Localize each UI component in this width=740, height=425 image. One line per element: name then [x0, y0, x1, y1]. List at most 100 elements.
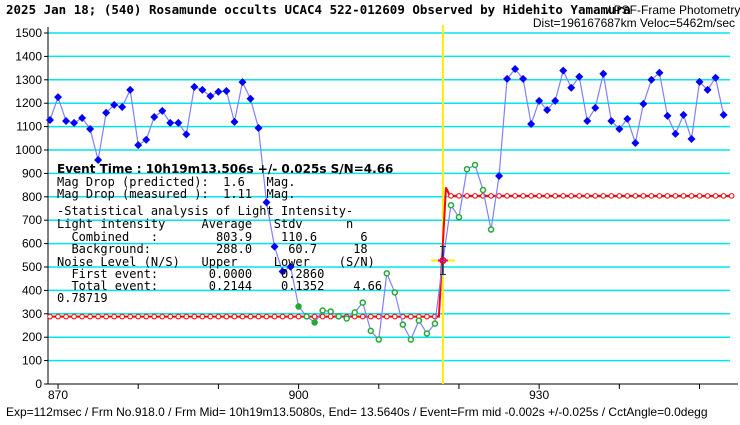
model-point: [87, 313, 93, 320]
model-point: [55, 313, 61, 320]
data-point: [559, 66, 568, 75]
data-point: [214, 87, 223, 96]
overlay-line: Mag Drop (predicted): 1.6 Mag.: [57, 175, 295, 189]
model-point: [231, 313, 238, 320]
model-point: [648, 193, 655, 199]
data-point: [254, 124, 263, 133]
model-point: [696, 193, 703, 199]
overlay-line: 0.78719: [57, 291, 108, 305]
y-tick-label: 1000: [15, 143, 42, 157]
model-point: [576, 193, 583, 199]
data-point: [591, 103, 600, 112]
data-point: [703, 85, 712, 94]
overlay-line: Light intensity Average Stdv n: [57, 217, 353, 231]
model-point: [536, 193, 542, 199]
model-point: [47, 313, 53, 320]
model-point: [223, 313, 230, 320]
data-point: [86, 124, 95, 133]
x-tick-label: 930: [529, 388, 549, 402]
data-point: [535, 96, 544, 105]
data-point-event: [391, 289, 399, 296]
data-point: [615, 124, 624, 133]
model-point: [472, 193, 478, 199]
model-point: [704, 193, 711, 199]
data-point-event: [455, 213, 463, 221]
model-point: [327, 313, 334, 320]
data-point: [495, 171, 504, 180]
model-point: [311, 313, 318, 320]
data-point: [78, 113, 87, 122]
y-tick-label: 700: [22, 213, 42, 227]
model-point: [215, 313, 222, 320]
model-point: [616, 193, 623, 199]
overlay-line: Total event: 0.2144 0.1352 4.66: [57, 279, 382, 293]
y-tick-label: 500: [22, 260, 42, 274]
model-point: [664, 193, 671, 199]
overlay-line: Mag Drop (measured ): 1.11 Mag.: [57, 187, 295, 201]
chart-subtitle-2: Dist=196167687km Veloc=5462m/sec: [533, 16, 735, 30]
data-point: [511, 65, 520, 74]
data-point: [126, 85, 135, 94]
data-point: [198, 85, 207, 94]
model-point: [127, 313, 133, 320]
data-point: [150, 113, 159, 122]
overlay-line: -Statistical analysis of Light Intensity…: [57, 204, 353, 218]
data-point: [230, 117, 239, 126]
data-point: [527, 120, 536, 129]
data-point-event: [415, 317, 423, 324]
model-point: [255, 313, 262, 320]
overlay-line: Background: 288.0 60.7 18: [57, 242, 368, 256]
y-tick-label: 1300: [15, 73, 42, 87]
data-point: [70, 118, 79, 127]
data-point: [695, 77, 704, 86]
data-point: [174, 118, 183, 127]
data-point: [166, 118, 175, 127]
data-point: [519, 74, 528, 83]
model-point: [367, 313, 374, 320]
model-point: [383, 313, 390, 320]
data-point: [102, 108, 111, 117]
event-time-text: Event Time : 10h19m13.506s +/- 0.025s S/…: [57, 162, 393, 176]
model-point: [456, 193, 462, 199]
model-point: [520, 193, 526, 199]
data-point-event: [399, 321, 407, 328]
model-point: [319, 313, 326, 320]
data-point-event: [375, 336, 383, 343]
model-point: [680, 193, 687, 199]
model-point: [656, 193, 663, 199]
model-point: [191, 313, 198, 320]
data-point: [246, 94, 255, 103]
x-tick-label: 900: [289, 388, 309, 402]
data-point: [583, 116, 592, 125]
x-tick-label: 870: [48, 388, 68, 402]
data-point: [134, 141, 143, 150]
data-point: [671, 129, 680, 138]
model-point: [424, 313, 430, 320]
data-point-event: [487, 226, 495, 233]
data-point: [262, 198, 271, 207]
data-point-event: [311, 319, 318, 326]
y-tick-label: 1200: [15, 96, 42, 110]
data-point: [679, 110, 688, 119]
model-point: [279, 313, 286, 320]
data-point: [286, 262, 295, 271]
model-point: [624, 193, 631, 199]
data-point-event: [423, 330, 431, 337]
model-point: [640, 193, 647, 199]
model-point: [688, 193, 695, 199]
model-point: [464, 193, 470, 199]
model-point: [183, 313, 190, 320]
chart-footer: Exp=112msec / Frm No.918.0 / Frm Mid= 10…: [6, 405, 708, 419]
model-point: [392, 313, 398, 320]
data-point: [206, 92, 215, 101]
model-point: [608, 193, 615, 199]
event-point: [439, 256, 447, 264]
data-point: [118, 102, 127, 111]
model-point: [63, 313, 69, 320]
model-point: [600, 193, 607, 199]
overlay-line: First event: 0.0000 0.2860: [57, 267, 324, 281]
data-point-event: [351, 309, 358, 316]
model-point: [175, 313, 182, 320]
model-point: [512, 193, 518, 199]
